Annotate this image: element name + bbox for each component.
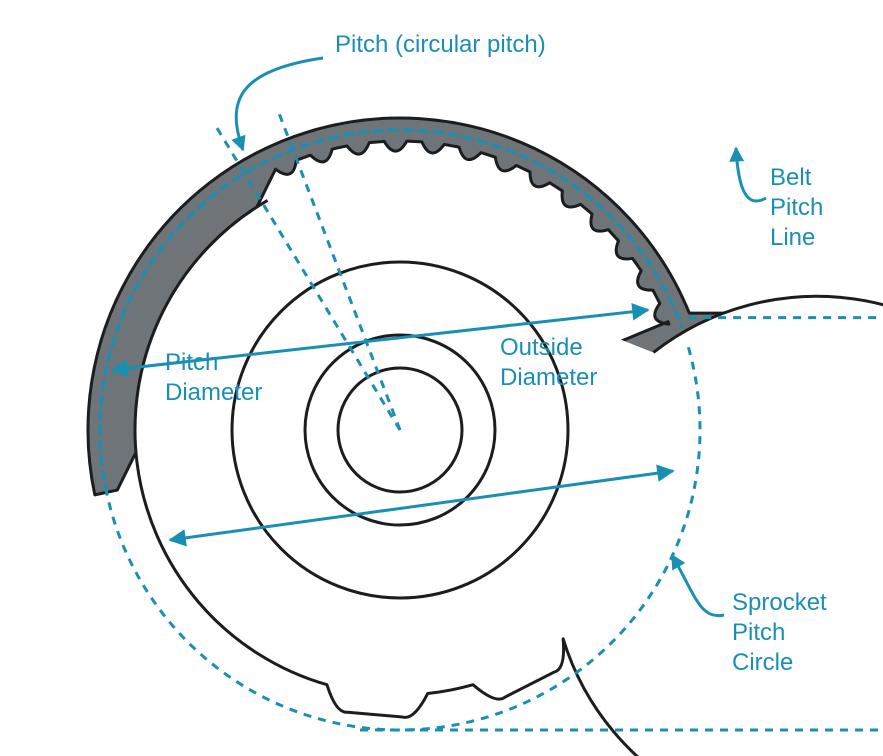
outside-diameter-label-line: Outside [500, 334, 583, 361]
sprocket-pitch-circle-label-line: Circle [732, 649, 793, 676]
belt-pitch-line-label-line: Pitch [770, 194, 823, 221]
outside-diameter-label-line: Diameter [500, 364, 597, 391]
belt-pitch-line-label-line: Line [770, 224, 815, 251]
sprocket-pitch-circle-label-line: Sprocket [732, 589, 827, 616]
pitch-title-label: Pitch (circular pitch) [335, 31, 546, 58]
belt-pitch-line-label-line: Belt [770, 164, 812, 191]
pitch-diameter-label-line: Diameter [165, 379, 262, 406]
sprocket-pitch-circle-label-line: Pitch [732, 619, 785, 646]
belt-pitch-line-callout-arc [736, 148, 766, 201]
belt-pitch-line-label: Belt Pitch Line [770, 164, 823, 251]
pitch-diameter-label-line: Pitch [165, 349, 218, 376]
